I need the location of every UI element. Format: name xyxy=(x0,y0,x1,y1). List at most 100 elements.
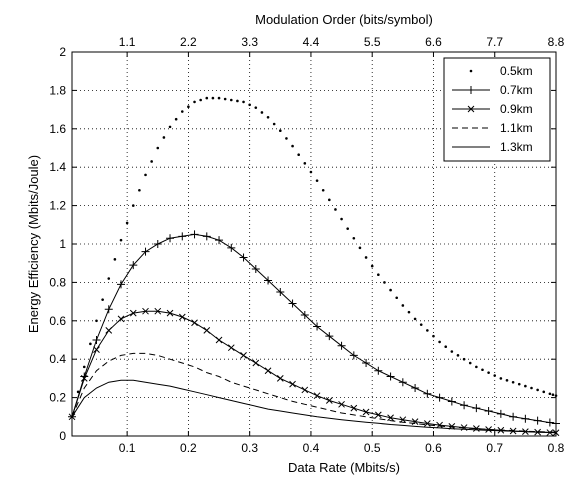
data-point xyxy=(460,401,469,410)
data-point xyxy=(154,307,162,315)
data-point xyxy=(288,299,297,308)
legend-marker xyxy=(467,105,475,113)
x2-tick-label: 5.5 xyxy=(364,35,381,49)
data-point xyxy=(386,372,395,381)
data-point xyxy=(236,99,239,103)
data-point xyxy=(254,106,258,109)
data-point xyxy=(383,281,386,284)
y-tick-label: 2 xyxy=(59,45,66,59)
x2-tick-label: 7.7 xyxy=(486,35,503,49)
data-point xyxy=(447,397,456,406)
data-point xyxy=(313,322,322,331)
data-point xyxy=(487,371,490,374)
data-point xyxy=(92,336,101,344)
data-point xyxy=(203,327,211,334)
data-point xyxy=(473,425,480,432)
data-point xyxy=(551,393,555,397)
data-point xyxy=(291,144,294,148)
data-point xyxy=(113,258,117,261)
data-point xyxy=(289,380,296,388)
data-point xyxy=(178,232,187,241)
x-tick-label: 0.3 xyxy=(241,441,258,455)
data-point xyxy=(193,100,196,104)
data-point xyxy=(101,298,104,301)
data-point xyxy=(328,198,331,202)
legend-marker xyxy=(469,69,473,73)
data-point xyxy=(395,296,399,300)
data-point xyxy=(276,375,284,382)
data-point xyxy=(150,160,153,163)
data-point xyxy=(215,336,223,344)
data-point xyxy=(411,384,420,392)
y-tick-label: 0.2 xyxy=(49,391,66,405)
legend-item: 0.5km xyxy=(469,64,533,78)
x2-tick-label: 6.6 xyxy=(425,35,442,49)
data-point xyxy=(104,305,113,314)
data-point xyxy=(545,418,554,427)
data-point xyxy=(358,246,362,250)
data-point xyxy=(472,404,481,413)
x2-axis-title: Modulation Order (bits/symbol) xyxy=(255,12,433,27)
data-point xyxy=(364,256,368,259)
legend-item: 0.9km xyxy=(452,102,533,116)
data-point xyxy=(199,98,202,102)
data-point xyxy=(260,111,264,114)
data-point xyxy=(215,236,224,245)
data-point xyxy=(509,412,518,421)
y-tick-label: 1.6 xyxy=(49,122,66,136)
data-point xyxy=(481,368,484,372)
data-point xyxy=(285,137,288,140)
x-tick-label: 0.6 xyxy=(425,441,442,455)
data-point xyxy=(272,122,276,126)
data-point xyxy=(350,404,358,412)
data-point xyxy=(141,247,150,256)
data-point xyxy=(548,392,552,396)
data-point xyxy=(536,388,539,392)
data-point xyxy=(407,310,411,314)
data-point xyxy=(377,273,380,277)
data-point xyxy=(142,307,149,315)
y-tick-label: 0.6 xyxy=(49,314,66,328)
data-point xyxy=(117,315,125,323)
data-point xyxy=(338,400,345,408)
data-point xyxy=(475,365,478,369)
data-point xyxy=(337,341,346,350)
data-point xyxy=(436,421,443,429)
data-point xyxy=(303,162,307,165)
data-point xyxy=(301,386,309,394)
data-point xyxy=(362,408,370,416)
data-point xyxy=(119,238,123,242)
data-point xyxy=(166,234,175,243)
series-1-1km xyxy=(71,352,557,433)
x2-tick-label: 4.4 xyxy=(303,35,320,49)
data-point xyxy=(374,411,382,419)
data-point xyxy=(227,243,236,252)
series-line xyxy=(71,352,557,433)
data-point xyxy=(334,208,337,211)
series-line xyxy=(71,379,557,433)
data-point xyxy=(346,227,349,230)
x2-tick-label: 1.1 xyxy=(119,35,136,49)
y-axis-title: Energy Efficiency (Mbits/Joule) xyxy=(26,155,41,333)
data-point xyxy=(444,345,448,349)
data-point xyxy=(117,280,126,289)
data-point xyxy=(202,232,211,241)
data-point xyxy=(129,309,137,317)
data-point xyxy=(217,96,221,100)
x-tick-label: 0.4 xyxy=(303,441,320,455)
data-point xyxy=(352,236,356,240)
data-point xyxy=(533,416,542,425)
data-point xyxy=(398,378,407,387)
data-point xyxy=(131,204,135,207)
data-point xyxy=(174,117,178,121)
data-point xyxy=(162,136,166,139)
y-tick-label: 0.8 xyxy=(49,275,66,289)
data-point xyxy=(349,351,358,360)
y-tick-label: 1.8 xyxy=(49,83,66,97)
data-point xyxy=(252,359,260,367)
data-point xyxy=(95,319,98,323)
series-0-5km xyxy=(70,96,558,419)
x-tick-label: 0.8 xyxy=(548,441,565,455)
data-point xyxy=(129,261,138,270)
x2-tick-label: 2.2 xyxy=(180,35,197,49)
